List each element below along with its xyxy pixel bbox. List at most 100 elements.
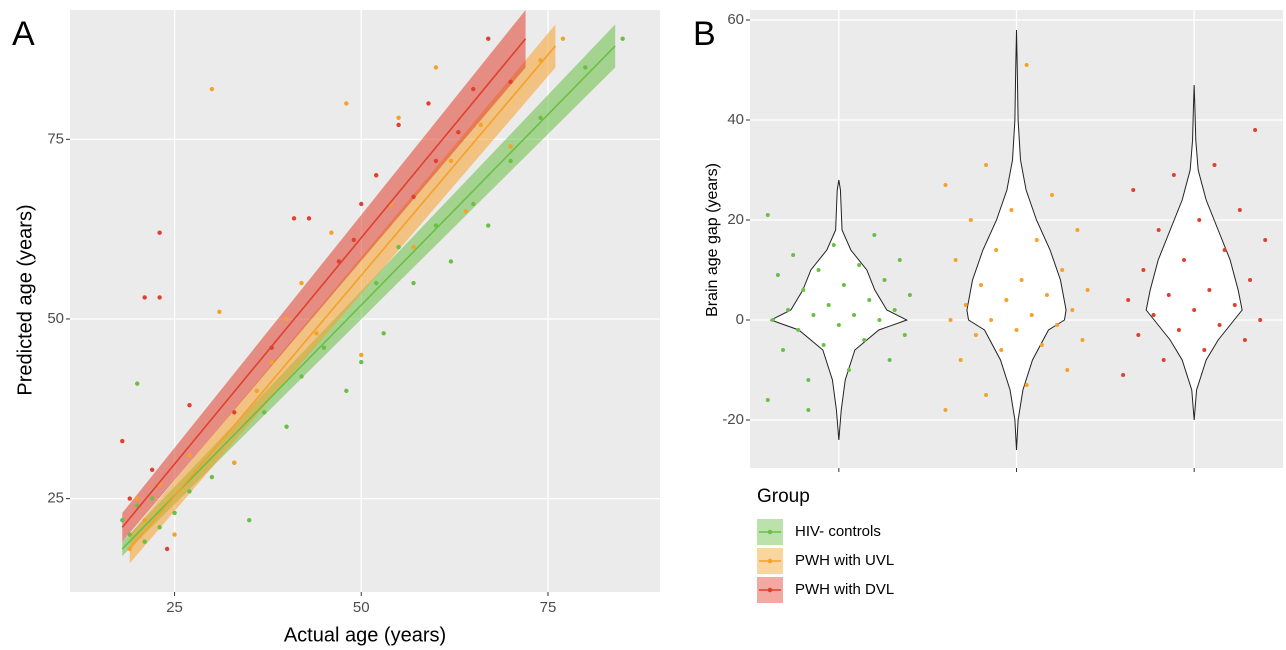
data-point: [254, 388, 259, 394]
data-point: [1212, 163, 1217, 167]
data-point: [1217, 323, 1222, 327]
data-point: [374, 173, 379, 178]
data-point: [984, 163, 989, 167]
data-point: [344, 101, 349, 106]
data-point: [157, 230, 162, 235]
data-point: [374, 280, 379, 286]
data-point: [135, 496, 140, 501]
y-axis-title: Predicted age (years): [14, 204, 36, 395]
data-point: [1248, 278, 1253, 282]
data-point: [1151, 313, 1156, 317]
data-point: [1197, 218, 1202, 222]
data-point: [765, 213, 770, 217]
data-point: [907, 293, 912, 297]
data-point: [862, 338, 867, 342]
data-point: [299, 280, 304, 286]
data-point: [831, 243, 836, 247]
data-point: [1258, 318, 1263, 322]
data-point: [887, 358, 892, 362]
data-point: [411, 244, 416, 250]
data-point: [1171, 173, 1176, 177]
data-point: [1121, 373, 1126, 377]
data-point: [1253, 128, 1258, 132]
x-axis-title: Actual age (years): [284, 624, 446, 646]
data-point: [1044, 293, 1049, 297]
data-point: [538, 115, 543, 120]
fit-line: [121, 45, 616, 550]
data-point: [359, 352, 364, 358]
data-point: [620, 36, 625, 41]
data-point: [1060, 268, 1065, 272]
data-point: [806, 378, 811, 382]
data-point: [471, 201, 476, 207]
data-point: [329, 230, 334, 235]
data-point: [187, 489, 192, 494]
y-tick-label: 25: [47, 490, 64, 507]
fit-line: [129, 45, 557, 550]
data-point: [836, 323, 841, 327]
data-point: [1024, 63, 1029, 67]
data-point: [846, 368, 851, 372]
data-point: [456, 129, 461, 135]
data-point: [999, 348, 1004, 352]
data-point: [508, 144, 513, 149]
data-point: [1009, 208, 1014, 212]
data-point: [471, 86, 476, 92]
x-tick-label: 50: [353, 599, 370, 616]
y-tick-label: 20: [727, 211, 744, 228]
data-point: [1065, 368, 1070, 372]
data-point: [359, 359, 364, 365]
data-point: [1161, 358, 1166, 362]
data-point: [351, 237, 356, 243]
data-point: [867, 298, 872, 302]
data-point: [396, 115, 401, 120]
data-point: [261, 410, 267, 415]
data-point: [775, 273, 780, 277]
data-point: [306, 216, 312, 221]
data-point: [1232, 303, 1237, 307]
x-tick-label: 75: [540, 599, 557, 616]
data-point: [902, 333, 907, 337]
data-point: [1176, 328, 1181, 332]
panel-label: A: [12, 15, 35, 53]
data-point: [508, 158, 513, 164]
y-axis-title: Brain age gap (years): [704, 163, 721, 317]
data-point: [135, 381, 140, 386]
data-point: [478, 122, 483, 128]
fit-line: [121, 38, 527, 528]
data-point: [172, 510, 177, 516]
data-point: [127, 532, 132, 537]
data-point: [187, 453, 192, 458]
data-point: [1039, 343, 1044, 347]
legend-label: PWH with DVL: [795, 581, 894, 598]
data-point: [1050, 193, 1055, 197]
data-point: [209, 474, 215, 480]
y-tick-label: 75: [47, 130, 64, 147]
violin: [966, 29, 1067, 451]
confidence-band: [129, 24, 556, 564]
data-point: [953, 258, 958, 262]
data-point: [486, 223, 491, 228]
data-point: [1166, 293, 1171, 297]
data-point: [269, 359, 274, 365]
data-point: [560, 36, 566, 41]
legend-point: [767, 587, 773, 593]
data-point: [1192, 308, 1197, 312]
data-point: [1207, 288, 1212, 292]
data-point: [486, 36, 491, 41]
data-point: [1131, 188, 1136, 192]
data-point: [381, 331, 386, 336]
data-point: [232, 410, 237, 415]
data-point: [877, 318, 882, 322]
data-point: [426, 101, 431, 106]
data-point: [396, 122, 401, 128]
legend-title: Group: [757, 486, 810, 507]
data-point: [411, 280, 416, 286]
data-point: [1070, 308, 1075, 312]
data-point: [826, 303, 831, 307]
data-point: [1182, 258, 1187, 262]
data-point: [508, 79, 513, 85]
data-point: [989, 318, 994, 322]
data-point: [164, 546, 170, 552]
